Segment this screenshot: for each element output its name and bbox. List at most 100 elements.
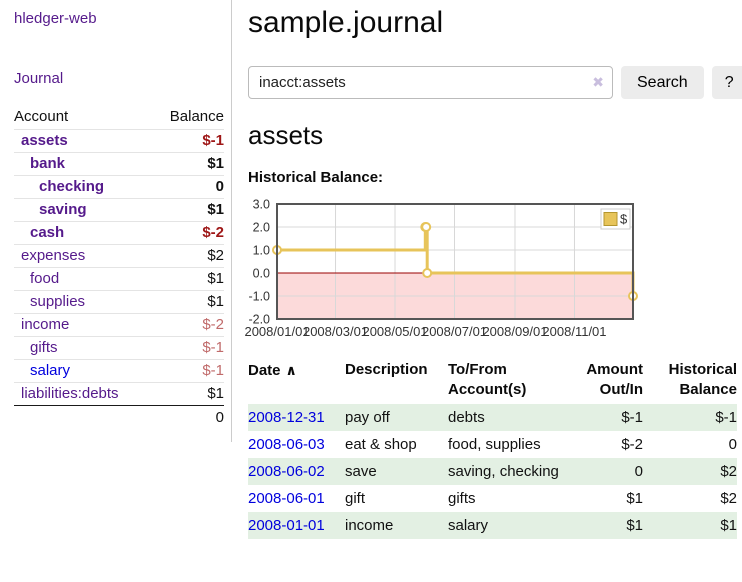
search-button[interactable]: Search: [621, 66, 704, 99]
account-name-cell: assets: [14, 130, 152, 153]
account-link-supplies[interactable]: supplies: [30, 293, 86, 310]
transaction-row: 2008-06-02 save saving, checking 0 $2: [248, 458, 737, 485]
transaction-balance: $2: [720, 463, 737, 480]
transaction-date-link[interactable]: 2008-06-01: [248, 490, 325, 507]
transaction-accounts: debts: [448, 409, 485, 426]
account-balance: $1: [207, 385, 224, 402]
y-axis-tick-label: -2.0: [248, 313, 270, 327]
legend-swatch: [603, 212, 618, 226]
x-axis-tick-label: 2008/05/01: [362, 324, 427, 339]
transaction-balance: $2: [720, 490, 737, 507]
account-link-income[interactable]: income: [21, 316, 70, 333]
account-row: expenses $2: [14, 244, 224, 268]
historical-balance-chart: 3.0 2.0 1.0 0.0 -1.0 -2.02008/01/012008/03/01…: [244, 198, 638, 339]
account-balance: $-1: [202, 362, 224, 379]
accounts-table: Account Balance assets $-1 bank $1 checking 0…: [14, 106, 224, 430]
transaction-balance: $-1: [715, 409, 737, 426]
account-name-cell: checking: [14, 176, 152, 199]
account-row: bank $1: [14, 152, 224, 176]
search-input[interactable]: [248, 66, 613, 99]
page-title: sample.journal: [248, 6, 444, 39]
transaction-accounts: gifts: [448, 490, 476, 507]
transaction-description: gift: [345, 490, 366, 507]
account-name-cell: saving: [14, 199, 152, 222]
account-link-salary[interactable]: salary: [30, 362, 71, 379]
account-name-cell: gifts: [14, 337, 152, 360]
transaction-balance: 0: [728, 436, 737, 453]
account-link-food[interactable]: food: [30, 270, 60, 287]
app-title-link[interactable]: hledger-web: [14, 10, 97, 27]
transaction-date-link[interactable]: 2008-06-03: [248, 436, 325, 453]
y-axis-tick-label: 2.0: [253, 221, 270, 235]
account-link-gifts[interactable]: gifts: [30, 339, 58, 356]
account-name-cell: salary: [14, 360, 152, 383]
transaction-amount: $1: [626, 490, 643, 507]
y-axis-tick-label: -1.0: [248, 290, 270, 304]
y-axis-tick-label: 1.0: [253, 244, 270, 258]
account-link-checking[interactable]: checking: [39, 178, 105, 195]
help-button[interactable]: ?: [711, 66, 742, 99]
clear-search-icon[interactable]: ✖: [592, 74, 604, 90]
transaction-date-link[interactable]: 2008-01-01: [248, 517, 325, 534]
column-header-label: Description: [345, 361, 428, 378]
account-balance: $1: [207, 201, 224, 218]
transaction-amount: $1: [626, 517, 643, 534]
account-link-bank[interactable]: bank: [30, 155, 66, 172]
account-row: liabilities:debts $1: [14, 382, 224, 406]
transaction-date-cell: 2008-06-03: [248, 431, 345, 458]
main-content: sample.journal ✖ Search ? assets Histori…: [244, 0, 742, 539]
chart-border: [276, 203, 634, 320]
data-point-marker: [421, 222, 432, 232]
column-header-label: Amount Out/In: [586, 361, 643, 398]
x-axis-tick-label: 2008/11/01: [542, 324, 606, 339]
account-row: assets $-1: [14, 129, 224, 153]
account-link-cash[interactable]: cash: [30, 224, 65, 241]
transaction-accounts: saving, checking: [448, 463, 559, 480]
account-name-cell: food: [14, 268, 152, 291]
y-axis-tick-label: 3.0: [253, 198, 270, 212]
column-header-amount-out-in: Amount Out/In: [573, 357, 643, 404]
x-axis-tick-label: 2008/07/01: [422, 324, 487, 339]
account-row: saving $1: [14, 198, 224, 222]
transaction-date-link[interactable]: 2008-12-31: [248, 409, 325, 426]
transaction-accounts: food, supplies: [448, 436, 541, 453]
account-link-expenses[interactable]: expenses: [21, 247, 86, 264]
accounts-total-row: 0: [14, 405, 224, 430]
transaction-description: pay off: [345, 409, 390, 426]
account-balance: $-2: [202, 224, 224, 241]
account-name-cell: cash: [14, 222, 152, 245]
column-header-to-from-account-s-: To/From Account(s): [448, 357, 573, 404]
account-name-cell: income: [14, 314, 152, 337]
account-balance: $-1: [202, 339, 224, 356]
x-axis-tick-label: 2008/09/01: [482, 324, 547, 339]
column-header-historical-balance: Historical Balance: [643, 357, 737, 404]
sidebar-item-journal[interactable]: Journal: [14, 70, 64, 87]
account-balance: $-1: [202, 132, 224, 149]
account-row: salary $-1: [14, 359, 224, 383]
sort-ascending-icon: ∧: [285, 362, 297, 378]
x-axis-tick-label: 2008/03/01: [303, 324, 368, 339]
accounts-table-header: Account Balance: [14, 106, 224, 130]
account-name-cell: supplies: [14, 291, 152, 314]
column-header-label: Date: [248, 362, 281, 379]
register-table-body: 2008-12-31 pay off debts $-1 $-1 2008-06-03 ea…: [248, 404, 737, 539]
total-spacer: [14, 405, 153, 430]
account-name-cell: liabilities:debts: [14, 383, 152, 406]
column-header-date[interactable]: Date ∧: [248, 357, 345, 404]
account-link-saving[interactable]: saving: [39, 201, 87, 218]
accounts-table-body: assets $-1 bank $1 checking 0 saving $1 cash $-2 e…: [14, 129, 224, 406]
transaction-row: 2008-12-31 pay off debts $-1 $-1: [248, 404, 737, 431]
sidebar: hledger-web Journal Account Balance asse…: [0, 0, 232, 442]
account-link-liabilities-debts[interactable]: liabilities:debts: [21, 385, 119, 402]
transaction-date-cell: 2008-06-01: [248, 485, 345, 512]
transaction-date-link[interactable]: 2008-06-02: [248, 463, 325, 480]
transaction-row: 2008-01-01 income salary $1 $1: [248, 512, 737, 539]
transaction-date-cell: 2008-01-01: [248, 512, 345, 539]
y-axis-tick-label: 0.0: [253, 267, 270, 281]
account-link-assets[interactable]: assets: [21, 132, 68, 149]
column-header-label: To/From Account(s): [448, 361, 527, 398]
register-table: Date ∧ Description To/From Account(s) Amount…: [248, 357, 737, 539]
transaction-description: eat & shop: [345, 436, 417, 453]
account-balance: 0: [215, 178, 224, 195]
